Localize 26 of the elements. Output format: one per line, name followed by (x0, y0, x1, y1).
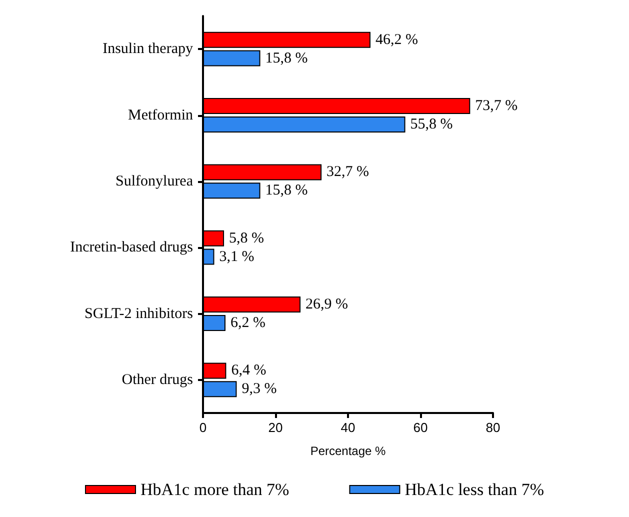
y-tick-label: Incretin-based drugs (70, 240, 194, 256)
data-label: 6,4 % (231, 362, 266, 379)
data-label: 3,1 % (219, 248, 254, 265)
data-label: 15,8 % (265, 50, 308, 66)
data-label: 15,8 % (265, 182, 308, 199)
data-label: 55,8 % (410, 116, 453, 132)
data-label: 73,7 % (475, 98, 518, 114)
y-tick-label: Metformin (128, 107, 194, 124)
data-label: 32,7 % (326, 164, 370, 180)
data-label: 6,2 % (230, 314, 266, 331)
x-axis-title: Percentage % (310, 444, 386, 458)
x-tick-label: 80 (486, 420, 500, 435)
y-tick-label: SGLT-2 inhibitors (84, 306, 194, 322)
x-tick-label: 60 (413, 420, 428, 435)
data-label: 5,8 % (229, 230, 264, 246)
x-tick-label: 20 (268, 420, 283, 435)
legend-label: HbA1c less than 7% (404, 480, 544, 499)
data-label: 9,3 % (242, 381, 277, 398)
y-tick-label: Insulin therapy (102, 41, 194, 58)
data-label: 26,9 % (306, 296, 348, 313)
legend-label: HbA1c more than 7% (140, 480, 290, 499)
x-tick-label: 0 (199, 420, 207, 435)
data-label: 46,2 % (375, 32, 418, 48)
y-tick-label: Sulfonylurea (116, 173, 194, 190)
x-tick-label: 40 (340, 420, 356, 435)
y-tick-label: Other drugs (122, 372, 194, 388)
